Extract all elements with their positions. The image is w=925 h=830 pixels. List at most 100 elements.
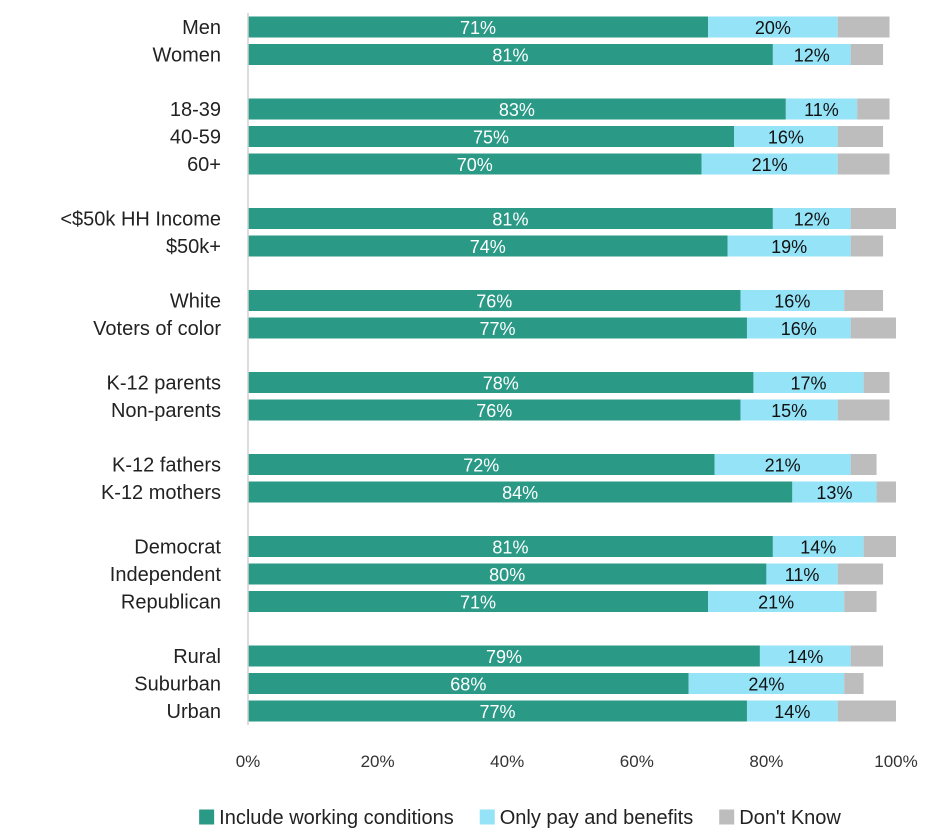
category-label-60: 60+	[187, 154, 221, 176]
data-label-include-working-conditions-18-39: 83%	[499, 100, 535, 120]
category-labels: Men Women 18-39 40-59 60+ <$50k HH Income $50k…	[60, 17, 221, 723]
bar-include-working-conditions-rural	[248, 645, 760, 667]
bar-don-t-know-white	[844, 290, 884, 311]
bar-don-t-know-urban	[837, 700, 896, 722]
category-label-white: White	[170, 291, 221, 313]
data-label-only-pay-and-benefits-independent: 11%	[785, 565, 820, 585]
bar-don-t-know-non-parents	[837, 399, 890, 421]
legend-label-only-pay-and-benefits: Only pay and benefits	[500, 807, 693, 829]
category-label-non-parents: Non-parents	[111, 400, 221, 422]
x-tick-label-60: 60%	[620, 752, 654, 771]
legend-item-don-t-know: Don't Know	[719, 807, 841, 829]
category-label-urban: Urban	[167, 701, 221, 723]
category-label-women: Women	[152, 45, 221, 67]
bar-only-pay-and-benefits-50k	[727, 235, 851, 257]
bar-include-working-conditions-urban	[248, 700, 747, 722]
data-label-only-pay-and-benefits-democrat: 14%	[800, 538, 836, 558]
legend-item-include-working-conditions: Include working conditions	[199, 807, 454, 829]
bar-include-working-conditions-18-39	[248, 98, 786, 120]
bar-only-pay-and-benefits-k-12-fathers	[714, 454, 851, 475]
bar-include-working-conditions-independent	[248, 563, 767, 585]
data-label-only-pay-and-benefits-40-59: 16%	[768, 128, 804, 148]
data-label-include-working-conditions-40-59: 75%	[473, 128, 509, 148]
bar-include-working-conditions-60	[248, 153, 702, 175]
bar-only-pay-and-benefits-independent	[766, 563, 838, 585]
data-label-only-pay-and-benefits-suburban: 24%	[748, 675, 784, 695]
bar-include-working-conditions-white	[248, 290, 741, 311]
bar-don-t-know-k-12-fathers	[850, 454, 877, 475]
bar-only-pay-and-benefits-republican	[708, 591, 845, 612]
category-label-voters-of-color: Voters of color	[93, 318, 221, 340]
data-label-include-working-conditions-voters-of-color: 77%	[479, 319, 515, 339]
bar-only-pay-and-benefits-40-59	[734, 126, 838, 147]
data-label-only-pay-and-benefits-urban: 14%	[774, 702, 810, 722]
bar-include-working-conditions-50k-hh-income	[248, 208, 773, 229]
bar-don-t-know-k-12-mothers	[876, 481, 896, 503]
bar-only-pay-and-benefits-k-12-parents	[753, 372, 864, 393]
legend-item-only-pay-and-benefits: Only pay and benefits	[479, 807, 693, 829]
bar-only-pay-and-benefits-white	[740, 290, 845, 311]
bar-don-t-know-women	[850, 44, 884, 65]
bar-include-working-conditions-k-12-parents	[248, 372, 754, 393]
bar-include-working-conditions-k-12-fathers	[248, 454, 715, 475]
category-label-men: Men	[182, 17, 221, 39]
bar-don-t-know-men	[837, 16, 890, 38]
bar-include-working-conditions-40-59	[248, 126, 734, 147]
bar-don-t-know-k-12-parents	[863, 372, 890, 393]
x-tick-label-0: 0%	[236, 752, 261, 771]
bar-only-pay-and-benefits-60	[701, 153, 838, 175]
x-tick-label-40: 40%	[490, 752, 524, 771]
data-label-include-working-conditions-women: 81%	[492, 46, 528, 66]
value-labels: 71% 20% 81% 12% 83% 11% 75% 16% 70% 21% 81% 12% 74% 1…	[450, 18, 852, 722]
category-label-republican: Republican	[121, 592, 221, 614]
data-label-include-working-conditions-suburban: 68%	[450, 675, 486, 695]
bar-don-t-know-voters-of-color	[850, 317, 896, 339]
data-label-include-working-conditions-50k: 74%	[470, 237, 506, 257]
data-label-include-working-conditions-republican: 71%	[460, 593, 496, 613]
bar-only-pay-and-benefits-urban	[746, 700, 838, 722]
bar-don-t-know-50k-hh-income	[850, 208, 896, 229]
data-label-only-pay-and-benefits-60: 21%	[752, 155, 788, 175]
category-label-democrat: Democrat	[134, 537, 221, 559]
x-tick-label-80: 80%	[749, 752, 783, 771]
bar-don-t-know-democrat	[863, 536, 896, 557]
data-label-only-pay-and-benefits-rural: 14%	[787, 647, 823, 667]
bar-include-working-conditions-50k	[248, 235, 728, 257]
bar-include-working-conditions-suburban	[248, 673, 689, 694]
bar-only-pay-and-benefits-women	[772, 44, 851, 65]
data-label-only-pay-and-benefits-men: 20%	[755, 18, 791, 38]
data-label-include-working-conditions-democrat: 81%	[492, 538, 528, 558]
legend-swatch-include-working-conditions	[199, 809, 215, 825]
x-tick-label-100: 100%	[874, 752, 917, 771]
bar-only-pay-and-benefits-men	[708, 16, 838, 38]
category-label-50k-hh-income: <$50k HH Income	[60, 209, 221, 231]
x-axis-ticks: 0% 20% 40% 60% 80% 100%	[236, 752, 918, 771]
bar-only-pay-and-benefits-democrat	[772, 536, 864, 557]
category-label-suburban: Suburban	[134, 674, 221, 696]
bar-don-t-know-suburban	[844, 673, 864, 694]
legend-swatch-only-pay-and-benefits	[479, 809, 495, 825]
bar-only-pay-and-benefits-voters-of-color	[746, 317, 851, 339]
data-label-only-pay-and-benefits-republican: 21%	[758, 593, 794, 613]
data-label-only-pay-and-benefits-voters-of-color: 16%	[781, 319, 817, 339]
data-label-include-working-conditions-independent: 80%	[489, 565, 525, 585]
bar-don-t-know-60	[837, 153, 890, 175]
data-label-only-pay-and-benefits-50k-hh-income: 12%	[794, 210, 830, 230]
category-label-independent: Independent	[110, 564, 222, 586]
data-label-only-pay-and-benefits-k-12-mothers: 13%	[816, 483, 852, 503]
legend-label-include-working-conditions: Include working conditions	[219, 807, 454, 829]
data-label-include-working-conditions-k-12-fathers: 72%	[463, 456, 499, 476]
bar-only-pay-and-benefits-non-parents	[740, 399, 838, 421]
data-label-include-working-conditions-white: 76%	[476, 292, 512, 312]
data-label-only-pay-and-benefits-k-12-parents: 17%	[791, 374, 827, 394]
data-label-include-working-conditions-rural: 79%	[486, 647, 522, 667]
x-tick-label-20: 20%	[361, 752, 395, 771]
bar-include-working-conditions-k-12-mothers	[248, 481, 793, 503]
legend-swatch-don-t-know	[719, 809, 735, 825]
bar-include-working-conditions-men	[248, 16, 709, 38]
bar-don-t-know-40-59	[837, 126, 884, 147]
bar-only-pay-and-benefits-18-39	[785, 98, 858, 120]
data-label-only-pay-and-benefits-18-39: 11%	[804, 100, 839, 120]
data-label-include-working-conditions-50k-hh-income: 81%	[492, 210, 528, 230]
